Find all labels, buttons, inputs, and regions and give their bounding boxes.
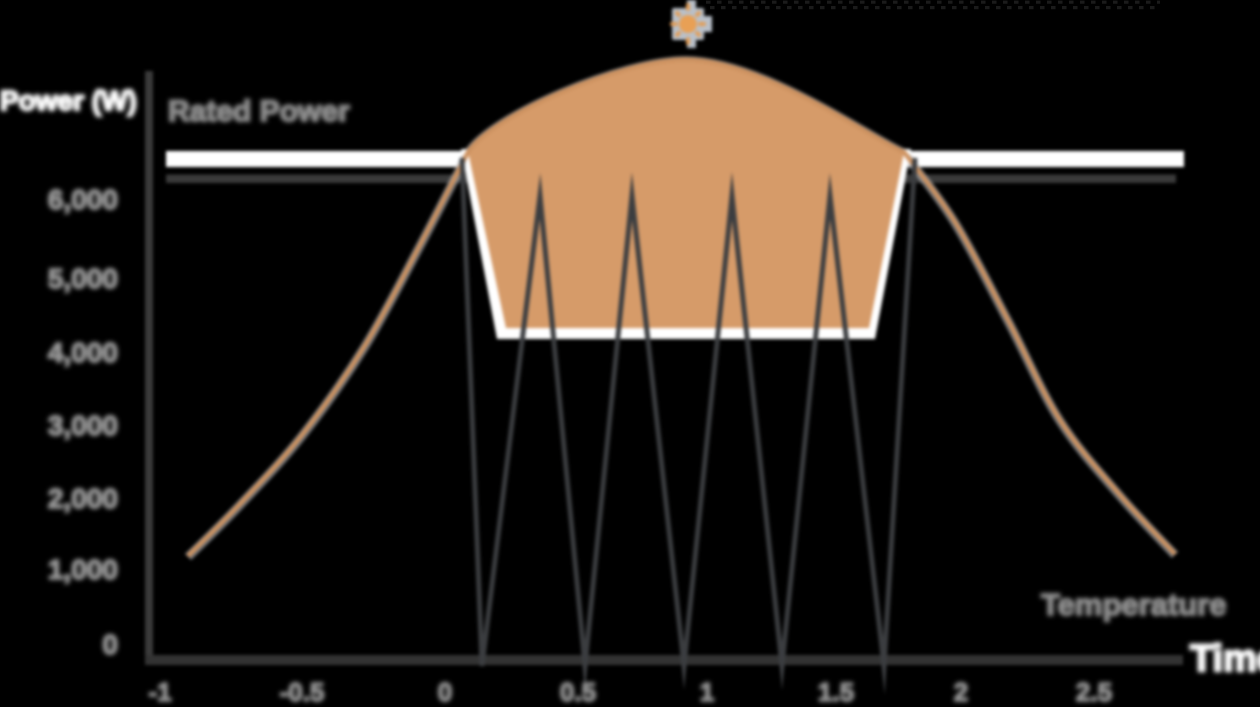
svg-text:-1: -1	[148, 677, 171, 707]
svg-text:4,000: 4,000	[48, 337, 118, 368]
svg-text:Power (W): Power (W)	[0, 85, 137, 116]
svg-text:5,000: 5,000	[48, 263, 118, 294]
svg-text:-0.5: -0.5	[280, 677, 325, 707]
svg-text:0: 0	[438, 677, 452, 707]
svg-text:Rated Power: Rated Power	[168, 95, 350, 128]
svg-text:2,000: 2,000	[48, 483, 118, 514]
svg-text:Temperature: Temperature	[1041, 587, 1227, 622]
svg-text:2: 2	[954, 677, 968, 707]
svg-text:1: 1	[700, 677, 714, 707]
svg-text:2.5: 2.5	[1076, 677, 1112, 707]
svg-text:0: 0	[102, 629, 118, 660]
svg-text:3,000: 3,000	[48, 410, 118, 441]
svg-text:Time: Time	[1190, 638, 1260, 680]
svg-text:0.5: 0.5	[560, 677, 596, 707]
svg-text:1,000: 1,000	[48, 554, 118, 585]
svg-text:1.5: 1.5	[818, 677, 854, 707]
svg-text:6,000: 6,000	[48, 184, 118, 215]
